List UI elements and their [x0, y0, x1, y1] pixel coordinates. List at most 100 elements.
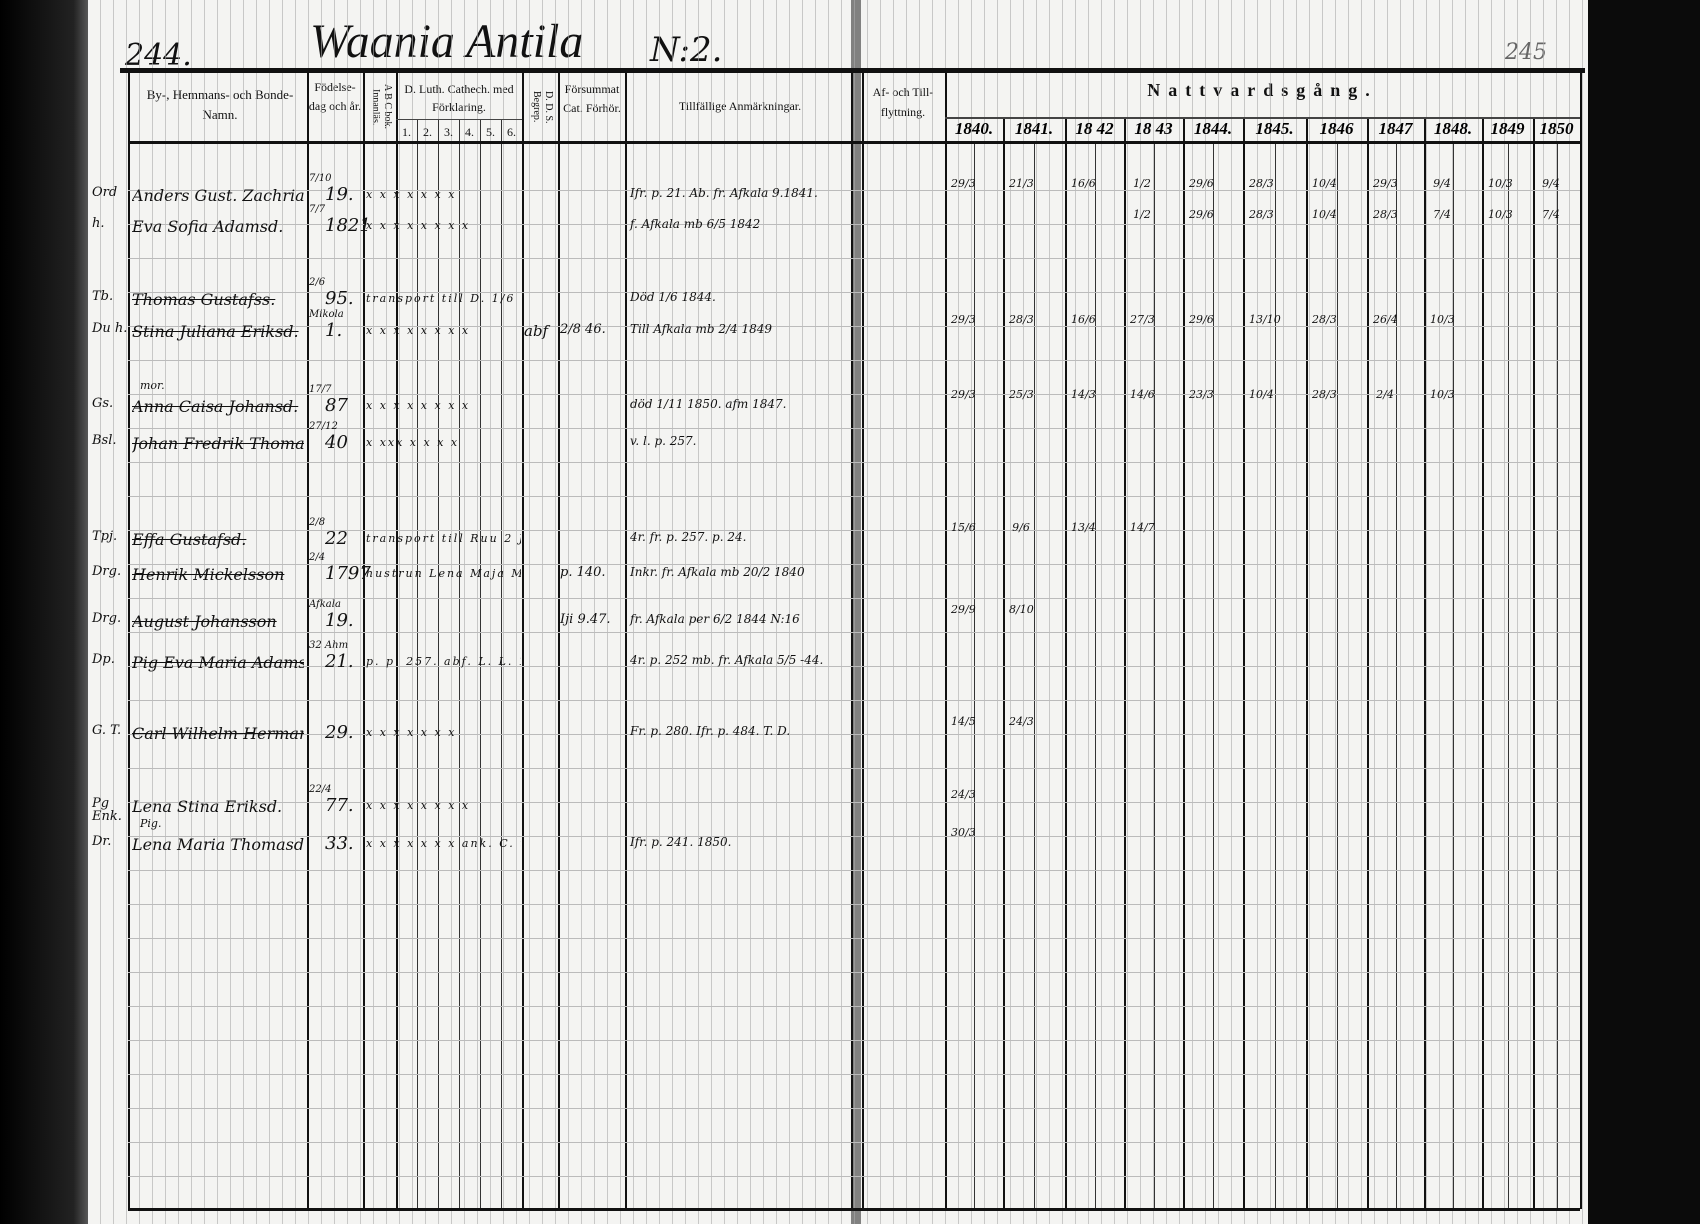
- page-title: Waania Antila: [310, 15, 584, 68]
- ruling-line: [1127, 0, 1128, 1224]
- entry-catechism-marks: transport till Ruu 2 Januari 1846 ab. x …: [366, 532, 521, 545]
- entry-role: Drg.: [92, 564, 122, 579]
- communion-mark: 14/6: [1130, 388, 1155, 401]
- communion-mark: 29/6: [1189, 177, 1214, 190]
- ruling-line: [1556, 0, 1557, 1224]
- year-rule: [1482, 119, 1484, 1209]
- entry-remarks: Fr. p. 280. Ifr. p. 484. T. D.: [630, 724, 791, 738]
- ruling-line: [1140, 0, 1141, 1224]
- catechism-part: 2.: [423, 125, 432, 139]
- year-rule: [1003, 119, 1005, 1209]
- ruling-line: [919, 0, 920, 1224]
- communion-mark: 14/7: [1130, 521, 1155, 534]
- ruling-line: [1218, 0, 1219, 1224]
- ruling-line: [1023, 0, 1024, 1224]
- entry-birth-year: 87: [325, 395, 348, 416]
- entry-role: Dr.: [92, 834, 112, 849]
- row-rule: [128, 292, 1580, 293]
- communion-mark: 2/4: [1376, 388, 1394, 401]
- entry-catechism-marks: x xxx x x x x: [366, 436, 460, 449]
- entry-role: h.: [92, 216, 105, 231]
- header-abc: A B C bok. Innanläs.: [370, 84, 393, 130]
- ruling-line: [555, 0, 556, 1224]
- communion-mark: 10/3: [1488, 177, 1513, 190]
- year-header: 1850: [1539, 119, 1574, 138]
- entry-name: Effa Gustafsd.: [132, 530, 247, 549]
- ruling-line: [1582, 0, 1583, 1224]
- communion-mark: 10/3: [1488, 208, 1513, 221]
- ruling-line: [347, 0, 348, 1224]
- row-rule: [128, 666, 1580, 667]
- ruling-line: [217, 0, 218, 1224]
- column-rule: [558, 70, 560, 1209]
- communion-mark: 28/3: [1249, 208, 1274, 221]
- entry-birth-year: 1.: [325, 320, 343, 341]
- catechism-part: 3.: [444, 125, 453, 139]
- row-rule: [128, 496, 1580, 497]
- ruling-line: [1439, 0, 1440, 1224]
- ruling-line: [1010, 0, 1011, 1224]
- entry-birth-year: 1821: [325, 215, 371, 236]
- entry-birth-day: 17/7: [309, 384, 332, 395]
- entry-missed: p. 140.: [560, 565, 606, 580]
- ruling-line: [932, 0, 933, 1224]
- row-rule: [128, 870, 1580, 871]
- entry-birth-day: 27/12: [309, 421, 338, 432]
- row-rule: [128, 360, 1580, 361]
- entry-role: Tb.: [92, 289, 114, 304]
- entry-catechism-marks: x x x x x x x x: [366, 799, 471, 812]
- right-page-number: 245: [1505, 40, 1547, 65]
- ruling-line: [1166, 0, 1167, 1224]
- entry-remarks: 4r. fr. p. 257. p. 24.: [630, 530, 747, 544]
- catechism-rule: [501, 119, 502, 1209]
- header-bottom-rule: [128, 141, 1580, 144]
- ruling-line: [958, 0, 959, 1224]
- year-subrule: [1508, 141, 1509, 1209]
- entry-birth-year: 95.: [325, 288, 354, 309]
- year-subrule: [1453, 141, 1454, 1209]
- entry-birth-year: 1797: [325, 563, 371, 584]
- communion-mark: 13/4: [1071, 521, 1096, 534]
- ruling-line: [1465, 0, 1466, 1224]
- communion-mark: 28/3: [1009, 313, 1034, 326]
- year-header: 1841.: [1014, 119, 1054, 138]
- entry-prefix: Pig.: [140, 817, 162, 830]
- ruling-line: [776, 0, 777, 1224]
- header-communion: Nattvardsgång.: [1147, 80, 1378, 100]
- catechism-rule: [417, 119, 418, 1209]
- ruling-line: [269, 0, 270, 1224]
- row-rule: [128, 1040, 1580, 1041]
- year-subrule: [1095, 141, 1096, 1209]
- ruling-line: [1569, 0, 1570, 1224]
- entry-name: Anna Caisa Johansd.: [132, 397, 299, 416]
- ruling-line: [1179, 0, 1180, 1224]
- ruling-line: [1504, 0, 1505, 1224]
- row-rule: [128, 1142, 1580, 1143]
- entry-birth-year: 77.: [325, 795, 354, 816]
- entry-remarks: Inkr. fr. Afkala mb 20/2 1840: [630, 565, 805, 579]
- header-moves: Af- och Till-flyttning.: [872, 85, 934, 119]
- year-rule: [1183, 119, 1185, 1209]
- year-header: 1846: [1319, 119, 1354, 138]
- ruling-line: [1205, 0, 1206, 1224]
- communion-mark: 7/4: [1433, 208, 1451, 221]
- year-subrule: [1557, 141, 1558, 1209]
- ruling-line: [1283, 0, 1284, 1224]
- catechism-part: 4.: [465, 125, 474, 139]
- entry-missed: Iji 9.47.: [560, 612, 611, 627]
- entry-role: G. T.: [92, 723, 122, 738]
- communion-mark: 15/6: [951, 521, 976, 534]
- communion-mark: 1/2: [1133, 208, 1151, 221]
- ruling-line: [165, 0, 166, 1224]
- ruling-line: [906, 0, 907, 1224]
- column-rule: [128, 70, 130, 1209]
- ruling-line: [1309, 0, 1310, 1224]
- communion-mark: 26/4: [1373, 313, 1398, 326]
- ruling-line: [1075, 0, 1076, 1224]
- entry-name: Anders Gust. Zachrias: [132, 186, 304, 205]
- row-rule: [128, 904, 1580, 905]
- communion-mark: 10/4: [1249, 388, 1274, 401]
- ruling-line: [126, 0, 127, 1224]
- communion-mark: 10/3: [1430, 388, 1455, 401]
- ruling-line: [360, 0, 361, 1224]
